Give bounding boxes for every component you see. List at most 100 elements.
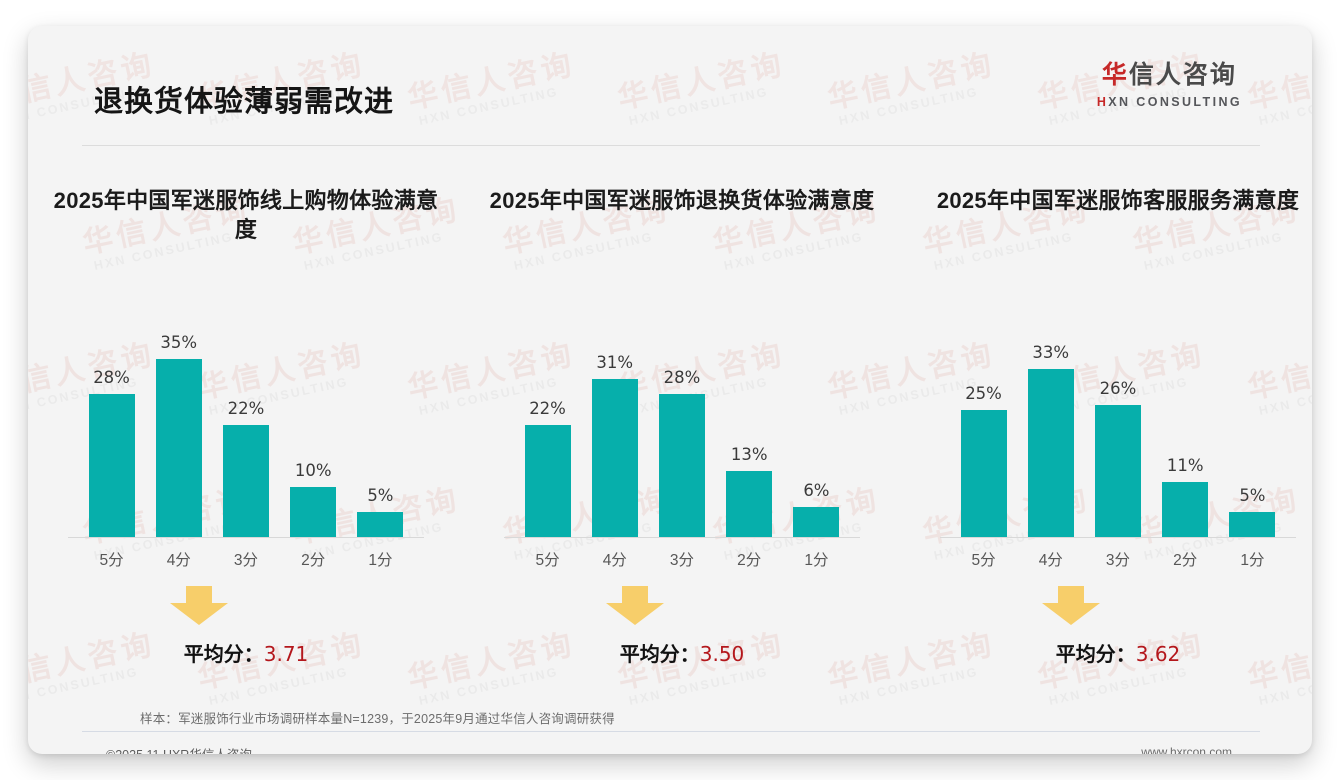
average-score-label: 平均分：	[1055, 644, 1136, 666]
bar-value-label: 33%	[1032, 343, 1070, 362]
x-axis-tick-label: 2分	[1173, 552, 1198, 569]
x-axis-tick-label: 1分	[804, 552, 829, 569]
bar[interactable]	[726, 471, 773, 538]
logo-english-accent: H	[1096, 94, 1109, 109]
x-axis-line	[504, 537, 860, 538]
footer-copyright: ©2025.11 HXR华信人咨询	[106, 744, 252, 754]
bar-column[interactable]: 5%	[349, 278, 412, 538]
logo-chinese: 华信人咨询	[1097, 61, 1242, 90]
bar[interactable]	[222, 425, 269, 538]
bar-value-label: 35%	[160, 333, 198, 352]
bar[interactable]	[1094, 405, 1141, 538]
bar-value-label: 22%	[227, 399, 265, 418]
x-axis-line	[940, 537, 1296, 538]
average-score-row: 平均分：3.50	[464, 586, 900, 672]
page-title: 退换货体验薄弱需改进	[94, 86, 395, 118]
bar[interactable]	[1229, 512, 1276, 538]
bar-group: 22% 31% 28% 13% 6%	[516, 278, 848, 538]
bar-column[interactable]: 10%	[282, 278, 345, 538]
average-score-label: 平均分：	[619, 644, 700, 666]
bar[interactable]	[658, 394, 705, 538]
bar-group: 25% 33% 26% 11% 5%	[952, 278, 1284, 538]
x-axis-tick-label: 5分	[99, 552, 124, 569]
logo-chinese-accent: 华	[1101, 61, 1129, 89]
chart-plot-area: 25% 33% 26% 11% 5%	[900, 278, 1312, 538]
bar[interactable]	[155, 359, 202, 538]
average-score: 平均分：3.50	[620, 638, 745, 667]
charts-row: 2025年中国军迷服饰线上购物体验满意度 28% 35% 22% 10% 5% 5分 4分 3分…	[28, 166, 1312, 671]
arrow-down-icon	[1040, 586, 1102, 626]
x-axis-line	[68, 537, 424, 538]
bar-value-label: 5%	[1239, 486, 1266, 505]
bar-column[interactable]: 28%	[650, 278, 713, 538]
bar-column[interactable]: 22%	[516, 278, 579, 538]
average-score: 平均分：3.62	[1056, 638, 1181, 667]
x-axis-tick-label: 1分	[1240, 552, 1265, 569]
slide-footer: ©2025.11 HXR华信人咨询 www.hxrcon.com	[28, 733, 1312, 754]
bar-column[interactable]: 5%	[1221, 278, 1284, 538]
chart-title: 2025年中国军迷服饰退换货体验满意度	[489, 188, 875, 213]
average-score-row: 平均分：3.62	[900, 586, 1312, 672]
bar[interactable]	[524, 425, 571, 538]
x-axis-labels: 5分 4分 3分 2分 1分	[952, 548, 1284, 578]
bar-column[interactable]: 33%	[1019, 278, 1082, 538]
x-axis-tick-label: 2分	[737, 552, 762, 569]
chart-panel-2: 2025年中国军迷服饰退换货体验满意度 22% 31% 28% 13% 6% 5分 4分 3分 2…	[464, 166, 900, 671]
x-axis-tick-label: 5分	[535, 552, 560, 569]
slide-header: 退换货体验薄弱需改进 华信人咨询 HXN CONSULTING	[28, 26, 1312, 118]
logo-english: HXN CONSULTING	[1097, 95, 1242, 109]
bar[interactable]	[960, 410, 1007, 538]
bar[interactable]	[357, 512, 404, 538]
bar-column[interactable]: 13%	[718, 278, 781, 538]
bar-column[interactable]: 25%	[952, 278, 1015, 538]
x-axis-tick-label: 5分	[971, 552, 996, 569]
bar-column[interactable]: 26%	[1086, 278, 1149, 538]
bar-value-label: 26%	[1099, 379, 1137, 398]
bar-value-label: 31%	[596, 353, 634, 372]
x-axis-tick-label: 4分	[166, 552, 191, 569]
chart-title: 2025年中国军迷服饰线上购物体验满意度	[53, 188, 439, 243]
average-score: 平均分：3.71	[184, 638, 309, 667]
x-axis-tick-label: 3分	[1105, 552, 1131, 569]
bar-value-label: 22%	[529, 399, 566, 418]
bar-column[interactable]: 35%	[147, 278, 210, 538]
average-score-value: 3.71	[263, 642, 309, 666]
slide-card: 华信人咨询 HXN CONSULTING 华信人咨询 HXN CONSULTING 华信…	[28, 26, 1312, 754]
x-axis-tick-label: 2分	[301, 552, 326, 569]
bar[interactable]	[290, 487, 337, 538]
bar[interactable]	[793, 507, 840, 538]
bar-value-label: 6%	[803, 481, 830, 500]
logo-english-rest: XN CONSULTING	[1108, 94, 1242, 109]
footer-divider	[82, 731, 1260, 732]
footer-website[interactable]: www.hxrcon.com	[1141, 745, 1232, 754]
bar[interactable]	[88, 394, 135, 538]
bar-value-label: 25%	[965, 384, 1002, 403]
bar-column[interactable]: 31%	[583, 278, 646, 538]
bar-column[interactable]: 11%	[1154, 278, 1217, 538]
x-axis-tick-label: 4分	[1038, 552, 1063, 569]
bar[interactable]	[591, 379, 638, 538]
arrow-down-icon	[604, 586, 666, 626]
chart-plot-area: 28% 35% 22% 10% 5%	[28, 278, 464, 538]
x-axis-tick-label: 3分	[669, 552, 695, 569]
bar-value-label: 13%	[730, 445, 768, 464]
logo-chinese-rest: 信人咨询	[1128, 61, 1237, 89]
x-axis-tick-label: 4分	[602, 552, 627, 569]
chart-panel-1: 2025年中国军迷服饰线上购物体验满意度 28% 35% 22% 10% 5% 5分 4分 3分…	[28, 166, 464, 671]
chart-title: 2025年中国军迷服饰客服服务满意度	[936, 188, 1300, 213]
bar-value-label: 11%	[1166, 456, 1204, 475]
bar-column[interactable]: 22%	[214, 278, 277, 538]
bar[interactable]	[1027, 369, 1074, 538]
average-score-value: 3.62	[1135, 642, 1181, 666]
average-score-row: 平均分：3.71	[28, 586, 464, 672]
bar-group: 28% 35% 22% 10% 5%	[80, 278, 412, 538]
bar-column[interactable]: 6%	[785, 278, 848, 538]
bar-value-label: 10%	[294, 461, 332, 480]
bar-column[interactable]: 28%	[80, 278, 143, 538]
arrow-down-icon	[168, 586, 230, 626]
x-axis-tick-label: 1分	[368, 552, 393, 569]
bar-value-label: 28%	[663, 368, 701, 387]
chart-panel-3: 2025年中国军迷服饰客服服务满意度 25% 33% 26% 11% 5% 5分 4分 3分 2分…	[900, 166, 1312, 671]
bar-value-label: 5%	[367, 486, 394, 505]
bar[interactable]	[1162, 482, 1209, 538]
